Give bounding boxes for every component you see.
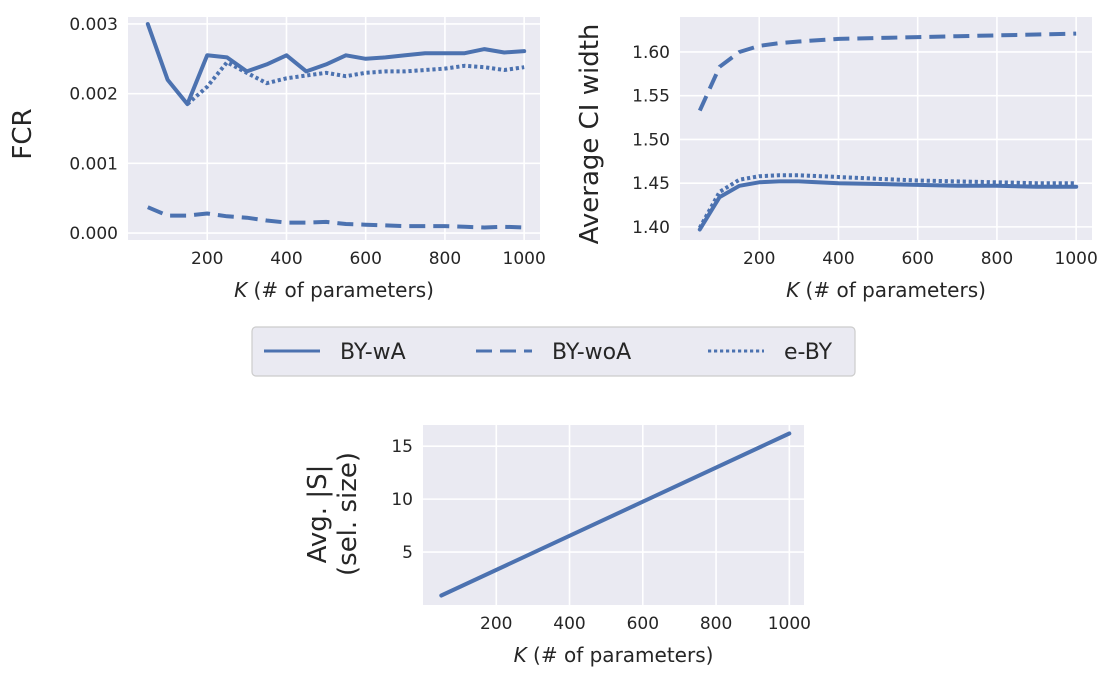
x-axis-label: K (# of parameters) — [234, 278, 434, 302]
y-tick-label: 15 — [391, 437, 413, 457]
y-tick-label: 0.000 — [69, 224, 118, 244]
x-tick-label: 600 — [901, 249, 933, 269]
x-tick-label: 1000 — [1055, 249, 1098, 269]
chart-1: 200 400 600 800 1000 0.000 0.001 0.002 0.003 K (#… — [69, 15, 545, 302]
x-tick-label: 200 — [191, 249, 223, 269]
y-tick-label: 0.003 — [69, 15, 118, 35]
y-tick-label: 0.001 — [69, 154, 118, 174]
series-line-dashed — [697, 31, 1077, 112]
y-axis-label-fcr: FCR — [8, 108, 38, 159]
series-line-dotted — [698, 173, 1077, 229]
x-tick-label: 800 — [700, 614, 732, 634]
x-tick-label: 200 — [743, 249, 775, 269]
series-line-dotted — [186, 60, 525, 106]
x-tick-label: 400 — [822, 249, 854, 269]
series-line-solid — [439, 431, 792, 598]
x-axis-label-text: (# of parameters) — [799, 278, 986, 302]
y-tick-label: 1.60 — [632, 43, 670, 63]
x-axis-label-symbol: K — [514, 643, 529, 667]
y-tick-label: 10 — [391, 490, 413, 510]
legend-box — [251, 326, 856, 377]
x-axis-label: K (# of parameters) — [786, 278, 986, 302]
y-tick-label: 1.45 — [632, 174, 670, 194]
y-tick-label: 1.55 — [632, 87, 670, 107]
x-tick-label: 600 — [349, 249, 381, 269]
x-axis-label-text: (# of parameters) — [247, 278, 434, 302]
x-axis-label-text: (# of parameters) — [527, 643, 714, 667]
x-tick-label: 800 — [429, 249, 461, 269]
x-tick-label: 1000 — [503, 249, 546, 269]
x-tick-label: 800 — [981, 249, 1013, 269]
series-line-solid — [697, 179, 1079, 232]
x-tick-label: 400 — [270, 249, 302, 269]
y-axis-label-sel-size-line2: (sel. size) — [333, 452, 363, 576]
y-axis-label-sel-size-line1: Avg. |S| — [303, 465, 333, 564]
x-tick-label: 400 — [553, 614, 585, 634]
x-axis-label-symbol: K — [786, 278, 801, 302]
legend-label: e-BY — [784, 340, 833, 365]
x-tick-label: 200 — [480, 614, 512, 634]
series-line-solid — [145, 22, 527, 107]
x-axis-label: K (# of parameters) — [514, 643, 714, 667]
y-tick-label: 5 — [402, 543, 413, 563]
chart-3: 200 400 600 800 1000 5 10 15 K (# of parameters) — [391, 425, 811, 667]
plot-area — [680, 17, 1092, 240]
x-tick-label: 1000 — [768, 614, 811, 634]
x-tick-label: 600 — [627, 614, 659, 634]
y-axis-label-ci-width: Average CI width — [575, 24, 605, 245]
legend-label: BY-woA — [552, 340, 631, 365]
y-tick-label: 1.40 — [632, 218, 670, 238]
y-tick-label: 0.002 — [69, 85, 118, 105]
chart-2: 200 400 600 800 1000 1.40 1.45 1.50 1.55 1.60 K (#… — [632, 17, 1098, 302]
x-axis-label-symbol: K — [234, 278, 249, 302]
legend-label: BY-wA — [340, 340, 406, 365]
y-tick-label: 1.50 — [632, 130, 670, 150]
series-line-dashed — [147, 205, 525, 230]
legend: BY-wA BY-woA e-BY — [251, 326, 856, 377]
plot-area — [128, 17, 540, 240]
